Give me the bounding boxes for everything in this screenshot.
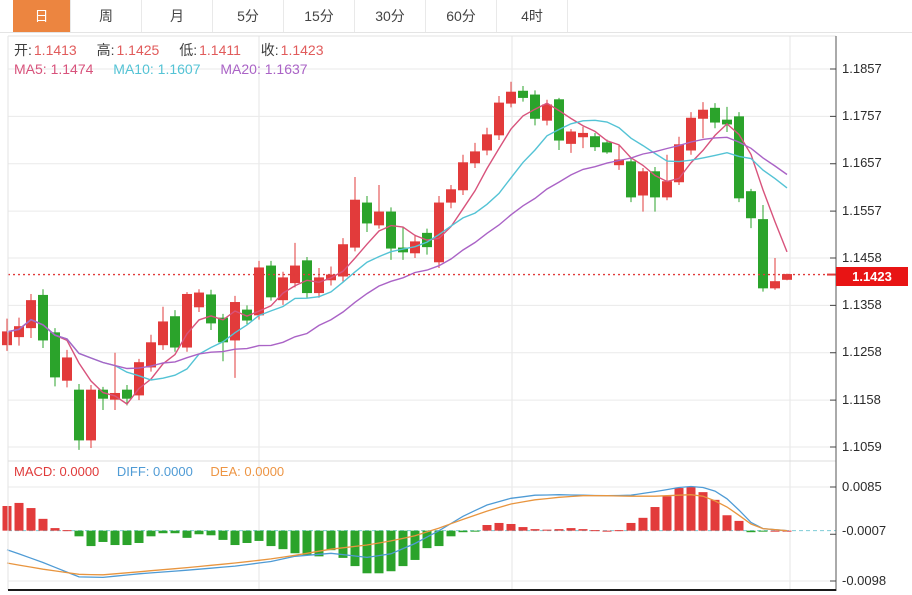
- macd-tick: -0.0007: [842, 523, 887, 538]
- price-tick: 1.1557: [842, 203, 882, 218]
- macd-tick: 0.0085: [842, 479, 882, 494]
- price-tick: 1.1358: [842, 297, 882, 312]
- price-tick: 1.1258: [842, 344, 882, 359]
- low-value: 1.1411: [199, 42, 241, 58]
- tab-day[interactable]: 日: [13, 0, 71, 32]
- tab-4hour[interactable]: 4时: [497, 0, 568, 32]
- tab-15min[interactable]: 15分: [284, 0, 355, 32]
- macd-value: MACD: 0.0000: [14, 464, 100, 479]
- ma5-legend: MA5: 1.1474: [14, 61, 94, 77]
- price-tick: 1.1657: [842, 155, 882, 170]
- high-value: 1.1425: [116, 42, 160, 58]
- macd-tick: -0.0098: [842, 573, 887, 588]
- tab-30min[interactable]: 30分: [355, 0, 426, 32]
- tab-60min[interactable]: 60分: [426, 0, 497, 32]
- low-label: 低:: [179, 42, 198, 58]
- price-tick: 1.1059: [842, 439, 882, 454]
- ma20-legend: MA20: 1.1637: [220, 61, 308, 77]
- open-label: 开:: [14, 42, 32, 58]
- period-toolbar: 日 周 月 5分 15分 30分 60分 4时: [0, 0, 912, 33]
- price-tick: 1.1158: [842, 392, 881, 407]
- diff-value: DIFF: 0.0000: [116, 464, 193, 479]
- tab-5min[interactable]: 5分: [213, 0, 284, 32]
- tab-week[interactable]: 周: [71, 0, 142, 32]
- price-tick: 1.1857: [842, 61, 882, 76]
- close-value: 1.1423: [280, 42, 324, 58]
- high-label: 高:: [96, 42, 115, 58]
- close-label: 收:: [260, 42, 279, 58]
- macd-legend: MACD: 0.0000 DIFF: 0.0000 DEA: 0.0000: [14, 464, 298, 479]
- ma-legend: MA5: 1.1474 MA10: 1.1607 MA20: 1.1637: [14, 61, 324, 77]
- tab-month[interactable]: 月: [142, 0, 213, 32]
- ohlc-legend: 开: 1.1413 高: 1.1425 低: 1.1411 收: 1.1423: [14, 40, 340, 60]
- ma10-legend: MA10: 1.1607: [113, 61, 201, 77]
- price-tick: 1.1458: [842, 250, 882, 265]
- dea-value: DEA: 0.0000: [210, 464, 285, 479]
- price-tick: 1.1757: [842, 108, 882, 123]
- current-price-tag: 1.1423: [836, 267, 908, 286]
- open-value: 1.1413: [33, 42, 77, 58]
